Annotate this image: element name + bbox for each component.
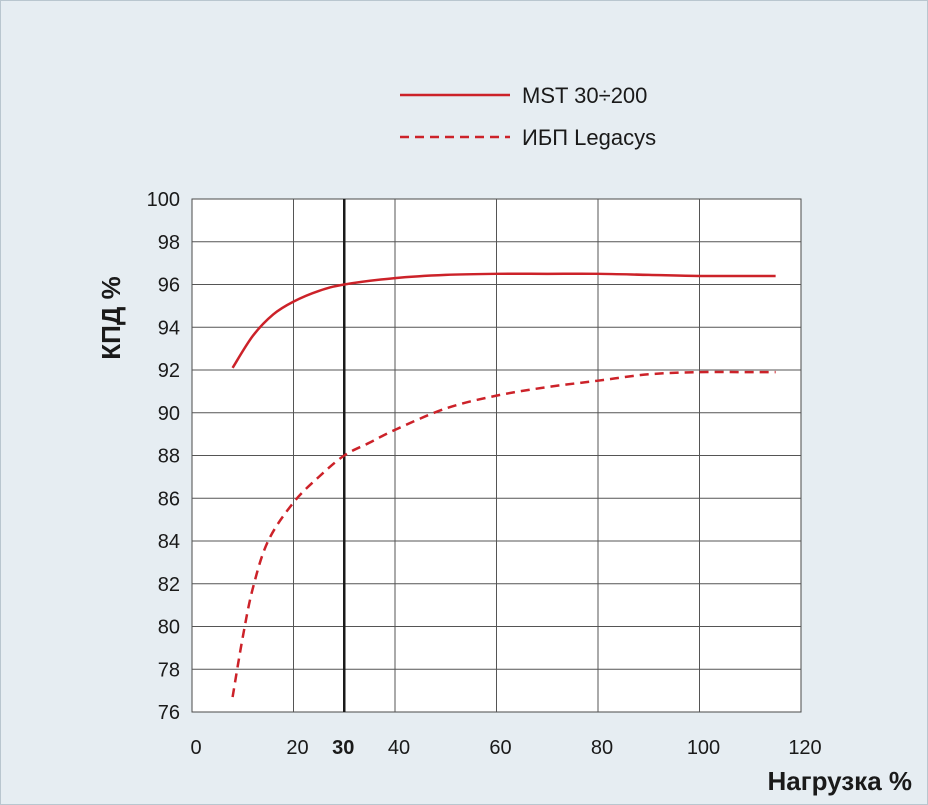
y-tick-label: 94: [158, 317, 180, 339]
y-tick-label: 76: [158, 702, 180, 724]
x-tick-label-highlight: 30: [332, 737, 354, 759]
y-tick-label: 78: [158, 659, 180, 681]
x-tick-label: 100: [687, 737, 720, 759]
y-axis-title: КПД %: [96, 276, 126, 359]
x-tick-label: 20: [286, 737, 308, 759]
x-tick-label: 40: [388, 737, 410, 759]
y-tick-label: 82: [158, 574, 180, 596]
y-tick-label: 88: [158, 446, 180, 468]
series-line-legacys: [231, 370, 776, 698]
series-line-mst: [231, 272, 776, 369]
y-tick-label: 98: [158, 232, 180, 254]
x-tick-label: 60: [489, 737, 511, 759]
y-tick-label: 96: [158, 275, 180, 297]
legend-label-legacys: ИБП Legacys: [522, 125, 656, 150]
x-axis-title: Нагрузка %: [768, 766, 912, 796]
x-tick-label: 120: [788, 737, 821, 759]
legend: MST 30÷200 ИБП Legacys: [400, 83, 656, 150]
y-tick-label: 100: [147, 189, 180, 211]
y-tick-label: 86: [158, 488, 180, 510]
tick-labels: 76 78 80 82 84 86 88 90 92 94 96 98 100 0 20 30 40 60 80 10…: [147, 189, 822, 759]
legend-label-mst: MST 30÷200: [522, 83, 647, 108]
x-tick-label: 0: [190, 737, 201, 759]
y-tick-label: 90: [158, 403, 180, 425]
y-tick-label: 84: [158, 531, 180, 553]
y-tick-label: 80: [158, 617, 180, 639]
y-tick-label: 92: [158, 360, 180, 382]
grid: [191, 198, 802, 713]
x-tick-label: 80: [591, 737, 613, 759]
series-layer: [231, 272, 776, 698]
